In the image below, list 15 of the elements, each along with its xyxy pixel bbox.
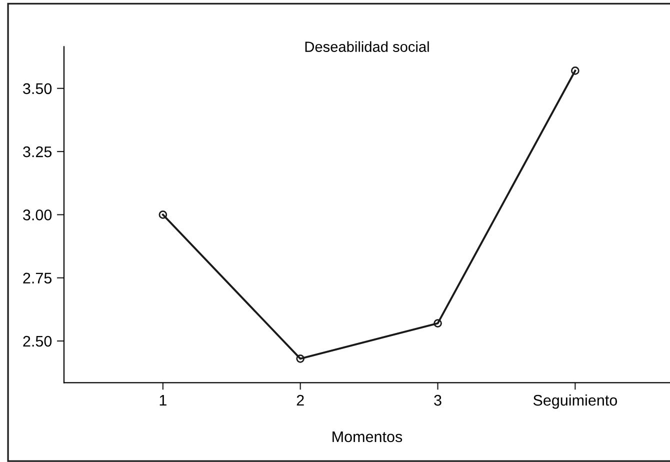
y-tick-label: 3.50 bbox=[23, 83, 52, 94]
point bbox=[571, 66, 580, 75]
x-tick-label: Seguimiento bbox=[533, 394, 618, 409]
x-axis-title: Momentos bbox=[332, 432, 402, 442]
point bbox=[158, 210, 168, 219]
x-tick-label: 1 bbox=[160, 395, 166, 406]
y-tick-label: 3.00 bbox=[23, 210, 52, 220]
y-tick-label: 3.25 bbox=[23, 146, 52, 158]
y-tick-label: 2.75 bbox=[23, 272, 52, 284]
x-tick-label: 3 bbox=[434, 394, 442, 406]
point bbox=[434, 319, 442, 328]
point bbox=[296, 354, 305, 363]
chart-title: Deseabilidad social bbox=[305, 41, 429, 52]
x-tick-label: 2 bbox=[296, 394, 304, 406]
y-tick-label: 2.50 bbox=[23, 336, 52, 347]
